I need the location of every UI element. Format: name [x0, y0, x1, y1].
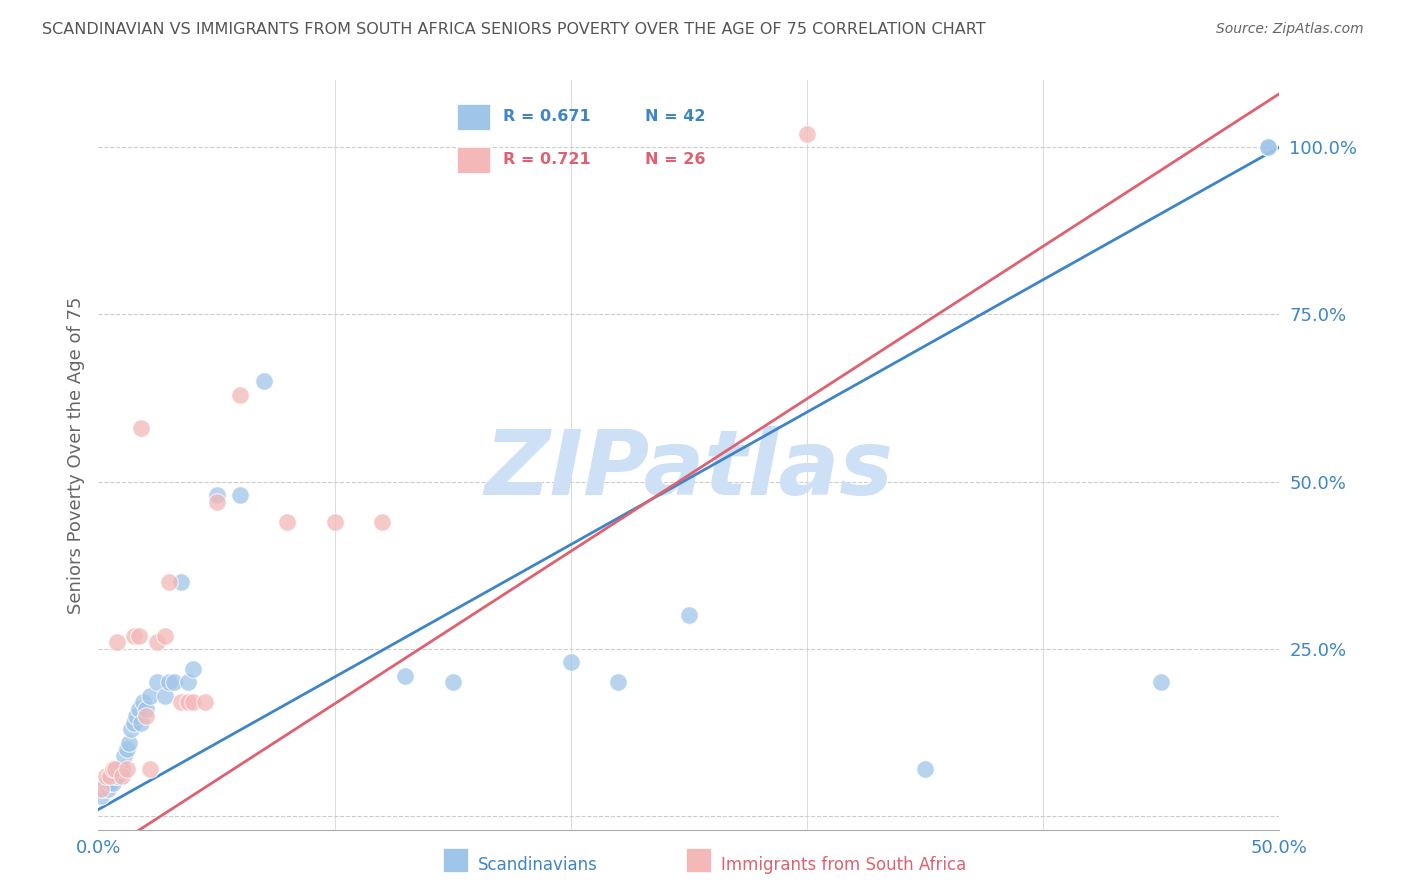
- Point: [122, 715, 145, 730]
- Point: [90, 789, 112, 804]
- Point: [121, 723, 143, 737]
- Point: [90, 782, 112, 797]
- Point: [678, 608, 700, 623]
- Text: Source: ZipAtlas.com: Source: ZipAtlas.com: [1216, 22, 1364, 37]
- Point: [139, 762, 162, 776]
- Point: [371, 515, 394, 529]
- Point: [118, 735, 141, 749]
- Point: [94, 776, 117, 790]
- Point: [441, 675, 464, 690]
- Point: [914, 762, 936, 776]
- Point: [128, 702, 150, 716]
- Point: [94, 769, 117, 783]
- Text: Scandinavians: Scandinavians: [478, 856, 598, 874]
- Point: [98, 776, 121, 790]
- Point: [229, 387, 252, 401]
- Point: [146, 635, 169, 649]
- Point: [177, 696, 200, 710]
- Point: [139, 689, 162, 703]
- Point: [146, 675, 169, 690]
- Point: [194, 696, 217, 710]
- Point: [229, 488, 252, 502]
- Point: [560, 655, 582, 669]
- Point: [607, 675, 630, 690]
- Point: [105, 769, 128, 783]
- Point: [1257, 140, 1279, 154]
- Point: [132, 696, 155, 710]
- Point: [276, 515, 298, 529]
- Point: [104, 762, 127, 776]
- Point: [128, 628, 150, 642]
- Point: [177, 675, 200, 690]
- Point: [157, 575, 180, 590]
- Point: [108, 762, 131, 776]
- Text: SCANDINAVIAN VS IMMIGRANTS FROM SOUTH AFRICA SENIORS POVERTY OVER THE AGE OF 75 : SCANDINAVIAN VS IMMIGRANTS FROM SOUTH AF…: [42, 22, 986, 37]
- Point: [1257, 140, 1279, 154]
- Point: [796, 127, 818, 141]
- Point: [135, 708, 157, 723]
- Point: [1150, 675, 1173, 690]
- Point: [253, 375, 276, 389]
- Point: [101, 776, 124, 790]
- Point: [105, 635, 128, 649]
- Point: [125, 708, 148, 723]
- Point: [91, 782, 114, 797]
- Point: [205, 488, 228, 502]
- Point: [170, 696, 193, 710]
- Y-axis label: Seniors Poverty Over the Age of 75: Seniors Poverty Over the Age of 75: [66, 296, 84, 614]
- Point: [122, 628, 145, 642]
- Point: [135, 702, 157, 716]
- Point: [129, 715, 152, 730]
- Point: [111, 769, 134, 783]
- Point: [115, 742, 138, 756]
- Point: [181, 696, 204, 710]
- Point: [129, 421, 152, 435]
- Point: [112, 749, 135, 764]
- Point: [153, 628, 176, 642]
- Point: [157, 675, 180, 690]
- Point: [323, 515, 346, 529]
- Point: [153, 689, 176, 703]
- Point: [115, 762, 138, 776]
- Text: Immigrants from South Africa: Immigrants from South Africa: [721, 856, 966, 874]
- Text: ZIPatlas: ZIPatlas: [485, 425, 893, 514]
- Point: [181, 662, 204, 676]
- Point: [104, 762, 127, 776]
- Point: [170, 575, 193, 590]
- Point: [98, 769, 121, 783]
- Point: [163, 675, 186, 690]
- Point: [101, 762, 124, 776]
- Point: [205, 494, 228, 508]
- Point: [97, 782, 120, 797]
- Point: [111, 762, 134, 776]
- Point: [394, 669, 416, 683]
- Point: [104, 769, 127, 783]
- Point: [98, 769, 121, 783]
